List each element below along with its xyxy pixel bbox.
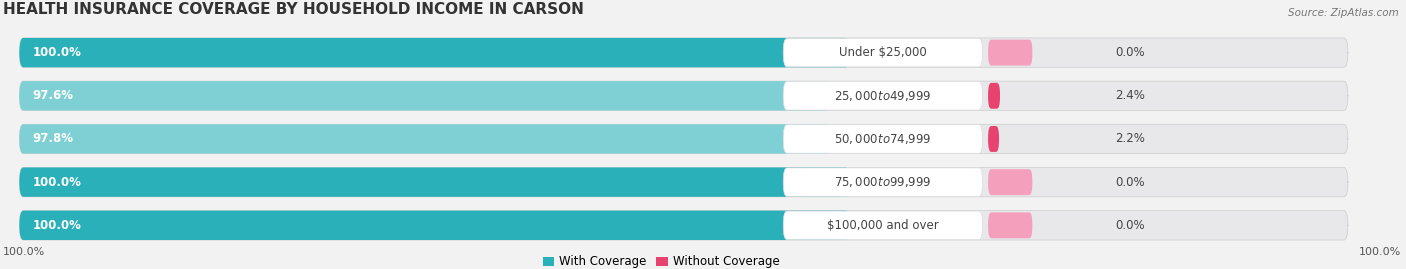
Text: $100,000 and over: $100,000 and over (827, 219, 939, 232)
FancyBboxPatch shape (988, 83, 1000, 109)
Text: Source: ZipAtlas.com: Source: ZipAtlas.com (1288, 8, 1399, 18)
FancyBboxPatch shape (988, 126, 1000, 152)
FancyBboxPatch shape (783, 168, 983, 196)
Text: 100.0%: 100.0% (32, 46, 82, 59)
Text: 2.2%: 2.2% (1115, 132, 1146, 146)
FancyBboxPatch shape (20, 124, 831, 154)
FancyBboxPatch shape (783, 125, 983, 153)
FancyBboxPatch shape (20, 211, 1348, 240)
Text: 0.0%: 0.0% (1115, 46, 1144, 59)
FancyBboxPatch shape (20, 38, 1348, 67)
Text: 100.0%: 100.0% (32, 176, 82, 189)
Text: HEALTH INSURANCE COVERAGE BY HOUSEHOLD INCOME IN CARSON: HEALTH INSURANCE COVERAGE BY HOUSEHOLD I… (3, 2, 583, 17)
FancyBboxPatch shape (20, 81, 1348, 111)
FancyBboxPatch shape (783, 82, 983, 110)
FancyBboxPatch shape (20, 81, 830, 111)
FancyBboxPatch shape (20, 168, 1348, 197)
Text: 2.4%: 2.4% (1115, 89, 1146, 102)
Text: 0.0%: 0.0% (1115, 219, 1144, 232)
Text: 97.6%: 97.6% (32, 89, 73, 102)
FancyBboxPatch shape (20, 124, 1348, 154)
FancyBboxPatch shape (783, 211, 983, 240)
FancyBboxPatch shape (20, 168, 849, 197)
FancyBboxPatch shape (988, 169, 1032, 195)
Legend: With Coverage, Without Coverage: With Coverage, Without Coverage (543, 255, 779, 268)
Text: 100.0%: 100.0% (3, 247, 45, 257)
FancyBboxPatch shape (20, 38, 849, 67)
FancyBboxPatch shape (783, 38, 983, 67)
Text: $25,000 to $49,999: $25,000 to $49,999 (834, 89, 932, 103)
Text: 100.0%: 100.0% (32, 219, 82, 232)
Text: Under $25,000: Under $25,000 (839, 46, 927, 59)
FancyBboxPatch shape (20, 211, 849, 240)
FancyBboxPatch shape (988, 40, 1032, 66)
Text: 100.0%: 100.0% (1358, 247, 1400, 257)
Text: 97.8%: 97.8% (32, 132, 73, 146)
FancyBboxPatch shape (988, 212, 1032, 238)
Text: 0.0%: 0.0% (1115, 176, 1144, 189)
Text: $50,000 to $74,999: $50,000 to $74,999 (834, 132, 932, 146)
Text: $75,000 to $99,999: $75,000 to $99,999 (834, 175, 932, 189)
